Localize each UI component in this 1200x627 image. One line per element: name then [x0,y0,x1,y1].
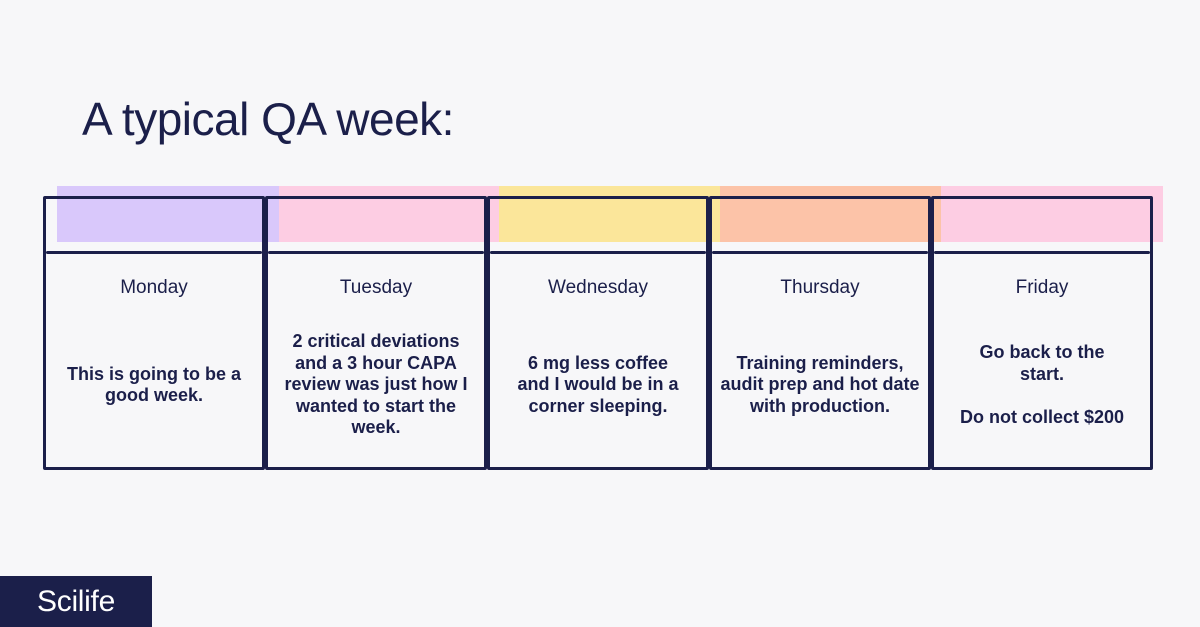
day-note-text: 2 critical deviations and a 3 hour CAPA … [284,331,468,438]
wednesday-highlight [499,186,721,242]
day-card-thursday [709,196,931,470]
day-note-thursday: Training reminders, audit prep and hot d… [709,300,931,470]
brand-name: Scilife [37,584,115,618]
day-note-text: Do not collect $200 [959,406,1125,427]
day-note-monday: This is going to be a good week. [43,300,265,470]
day-card-wednesday [487,196,709,470]
day-note-text: This is going to be a good week. [66,363,241,406]
day-divider [712,251,928,254]
day-note-tuesday: 2 critical deviations and a 3 hour CAPA … [265,300,487,470]
page-title: A typical QA week: [82,93,454,145]
tuesday-highlight [279,186,501,242]
thursday-highlight [720,186,942,242]
day-name-monday: Monday [120,277,188,298]
day-note-friday: Go back to the start. Do not collect $20… [931,300,1153,470]
day-card-tuesday [265,196,487,470]
friday-highlight [941,186,1163,242]
day-divider [46,251,262,254]
day-divider [268,251,484,254]
day-name-tuesday: Tuesday [339,277,413,298]
day-note-wednesday: 6 mg less coffee and I would be in a cor… [487,300,709,470]
day-name-friday: Friday [1015,277,1069,298]
day-card-friday [931,196,1153,470]
day-name-wednesday: Wednesday [548,277,648,298]
day-divider [490,251,706,254]
scilife-logo: Scilife [0,576,152,627]
monday-highlight [57,186,279,242]
day-note-text: Training reminders, audit prep and hot d… [720,352,920,416]
day-note-text: Go back to the start. [979,342,1105,384]
day-divider [934,251,1150,254]
day-card-monday [43,196,265,470]
day-name-thursday: Thursday [780,277,860,298]
day-note-text: 6 mg less coffee and I would be in a cor… [517,352,679,416]
